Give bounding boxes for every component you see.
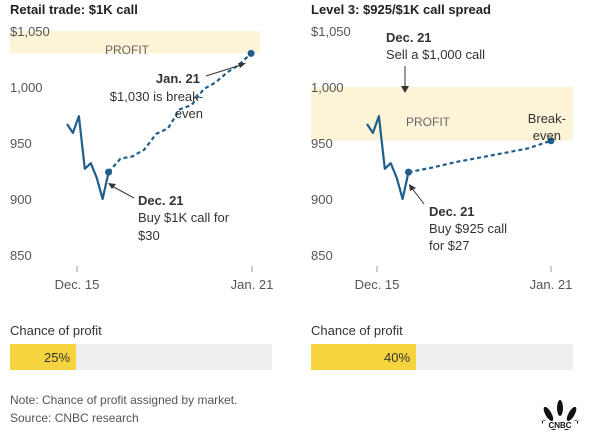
price-history-line [366, 115, 410, 201]
svg-text:CNBC: CNBC [548, 421, 571, 430]
annotation-text: Sell a $1,000 call [386, 47, 485, 62]
marker-dec21 [105, 168, 113, 176]
y-tick-label: 850 [10, 248, 32, 263]
profit-band-label: PROFIT [105, 43, 150, 57]
chart-title-retail: Retail trade: $1K call [10, 2, 138, 17]
chance-of-profit-fill [311, 344, 416, 370]
annotation-heading: Dec. 21 [138, 193, 184, 208]
annotation-text: $1,030 is break- [110, 89, 203, 104]
y-tick-label: 900 [311, 192, 333, 207]
chart-spread: PROFIT $1,050 1,000 950 900 850 Dec. 15 … [311, 24, 573, 292]
x-tick-label: Jan. 21 [530, 277, 573, 292]
chart-retail: PROFIT $1,050 1,000 950 900 850 Dec. 15 … [10, 24, 273, 292]
chart-title-spread: Level 3: $925/$1K call spread [311, 2, 491, 17]
annotation-arrow [410, 186, 425, 205]
y-tick-label: 1,000 [10, 80, 43, 95]
chance-of-profit-value: 25% [44, 350, 71, 365]
annotation-arrowhead [108, 183, 116, 189]
profit-band [10, 31, 260, 54]
y-tick-label: 900 [10, 192, 32, 207]
annotation-arrowhead [409, 184, 416, 191]
y-tick-label: $1,050 [311, 24, 351, 39]
y-tick-label: 950 [10, 136, 32, 151]
marker-jan21 [547, 137, 555, 145]
profit-band-label: PROFIT [406, 115, 451, 129]
y-tick-label: $1,050 [10, 24, 50, 39]
annotation-text: $30 [138, 228, 160, 243]
annotation-arrow [205, 63, 245, 77]
footnote: Note: Chance of profit assigned by marke… [10, 393, 238, 407]
projected-path-line [107, 52, 252, 173]
annotation-arrowhead [401, 86, 409, 93]
annotation-arrowhead [238, 63, 246, 68]
chance-of-profit-fill [10, 344, 76, 370]
annotation-text: Buy $1K call for [138, 210, 230, 225]
chance-of-profit-track: 40% [311, 344, 573, 370]
x-tick-label: Jan. 21 [231, 277, 274, 292]
annotation-text: for $27 [429, 238, 469, 253]
annotation-heading: Dec. 21 [429, 204, 475, 219]
annotation-heading: Dec. 21 [386, 30, 432, 45]
annotation-text: even [533, 128, 561, 143]
chance-of-profit-value: 40% [384, 350, 411, 365]
y-tick-label: 1,000 [311, 80, 344, 95]
chance-of-profit-label: Chance of profit [311, 323, 403, 338]
chance-of-profit-track: 25% [10, 344, 272, 370]
annotation-arrow [109, 184, 135, 199]
y-tick-label: 950 [311, 136, 333, 151]
x-tick-label: Dec. 15 [355, 277, 400, 292]
y-tick-label: 850 [311, 248, 333, 263]
annotation-text: even [175, 106, 203, 121]
projected-path-line [408, 139, 552, 174]
marker-dec21 [405, 168, 413, 176]
price-history-line [66, 115, 110, 201]
chance-of-profit-label: Chance of profit [10, 323, 102, 338]
source-line: Source: CNBC research [10, 411, 139, 425]
profit-band [311, 87, 573, 141]
cnbc-peacock-logo: CNBC [541, 400, 579, 430]
annotation-heading: Jan. 21 [156, 71, 200, 86]
charts-canvas: PROFIT $1,050 1,000 950 900 850 Dec. 15 … [10, 24, 573, 292]
marker-jan21 [247, 49, 255, 57]
annotation-text: Buy $925 call [429, 221, 507, 236]
x-tick-label: Dec. 15 [55, 277, 100, 292]
annotation-text: Break- [528, 111, 566, 126]
